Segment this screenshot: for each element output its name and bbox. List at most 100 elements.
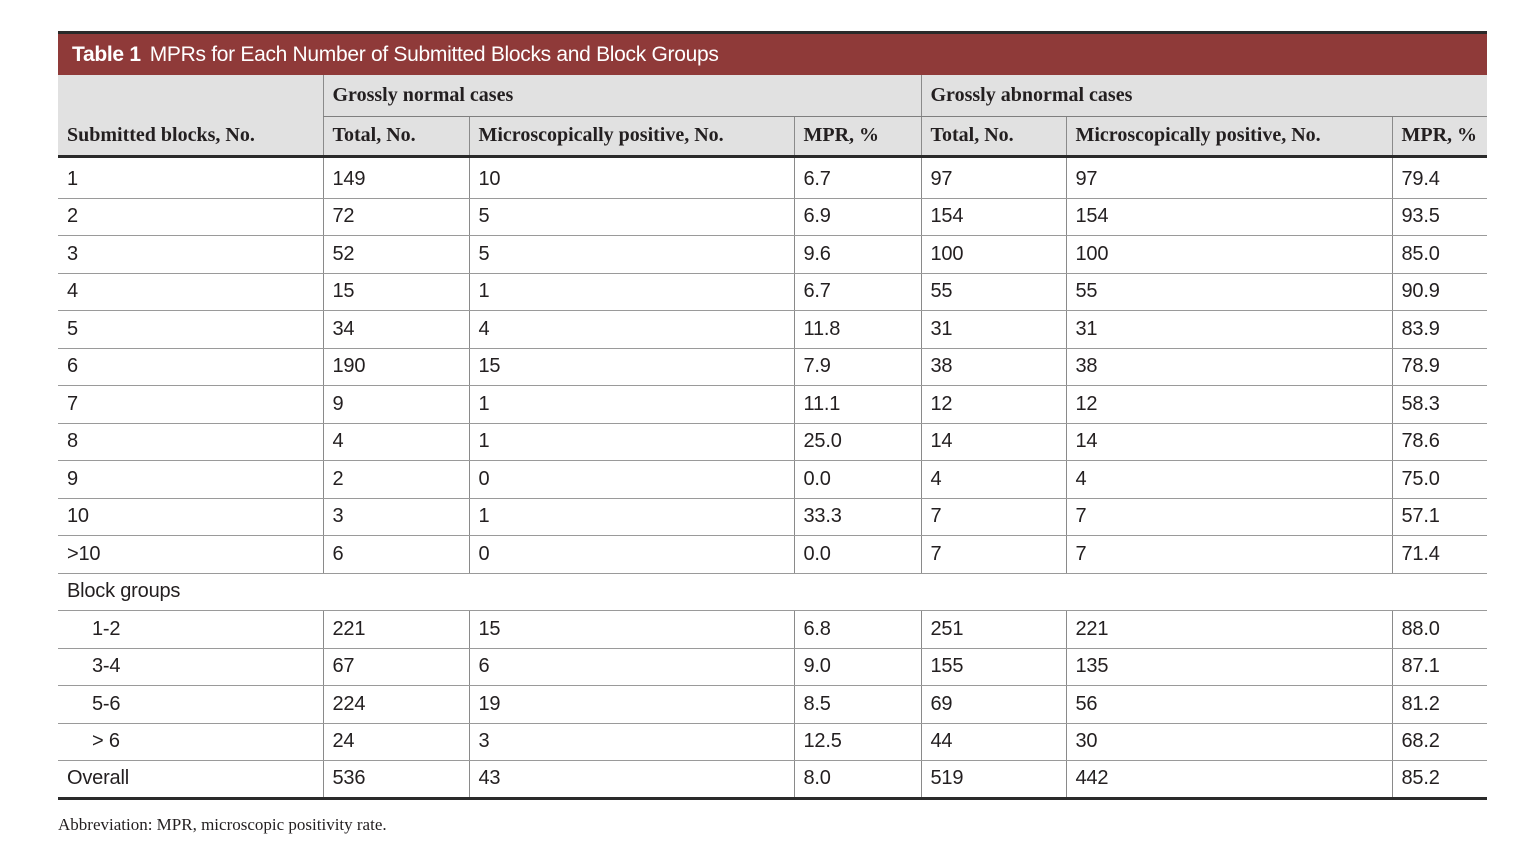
table-cell: 97 (1065, 156, 1392, 199)
table-cell: 154 (1065, 198, 1392, 236)
table-row: 1-2 221 15 6.8 251 221 88.0 (58, 610, 1487, 649)
row-label: 8 (58, 423, 323, 461)
table-cell: 55 (1065, 273, 1392, 311)
table-cell: 34 (322, 310, 469, 349)
table-cell: 9 (322, 385, 469, 424)
table-cell: 9.0 (793, 648, 921, 686)
table-cell: 12 (920, 385, 1066, 424)
table-cell: 0 (468, 535, 794, 574)
table-label: Table 1 (72, 42, 141, 66)
table-cell: 85.0 (1391, 235, 1487, 274)
table-cell: 2 (322, 460, 469, 499)
column-header: Microscopically positive, No. (1065, 115, 1392, 158)
table-row: >10 6 0 0.0 7 7 71.4 (58, 535, 1487, 574)
table-cell: 7.9 (793, 348, 921, 386)
row-label: 5 (58, 310, 323, 349)
table-cell: 0.0 (793, 535, 921, 574)
table-row: 10 3 1 33.3 7 7 57.1 (58, 498, 1487, 536)
table-cell: 5 (468, 235, 794, 274)
table-cell: 81.2 (1391, 685, 1487, 724)
table-row: > 6 24 3 12.5 44 30 68.2 (58, 723, 1487, 761)
table-cell: 87.1 (1391, 648, 1487, 686)
column-header: MPR, % (1391, 115, 1487, 158)
table-cell: 8.0 (793, 760, 921, 800)
table-cell: 30 (1065, 723, 1392, 761)
row-label: >10 (58, 535, 323, 574)
table-cell: 5 (468, 198, 794, 236)
table-cell: 33.3 (793, 498, 921, 536)
table-cell: 1 (468, 498, 794, 536)
row-label: 2 (58, 198, 323, 236)
table-cell: 67 (322, 648, 469, 686)
table-cell: 69 (920, 685, 1066, 724)
table-row: 6 190 15 7.9 38 38 78.9 (58, 348, 1487, 386)
table-cell: 12.5 (793, 723, 921, 761)
table-cell: 1 (468, 385, 794, 424)
table-cell: 6.9 (793, 198, 921, 236)
table-cell: 6 (322, 535, 469, 574)
table-cell: 14 (920, 423, 1066, 461)
table-cell: 6.7 (793, 156, 921, 199)
table-row: 5-6 224 19 8.5 69 56 81.2 (58, 685, 1487, 724)
table-row: 4 15 1 6.7 55 55 90.9 (58, 273, 1487, 311)
table-cell: 4 (322, 423, 469, 461)
row-label: 1-2 (58, 610, 323, 649)
table-cell: 6 (468, 648, 794, 686)
table-cell: 100 (1065, 235, 1392, 274)
row-label: > 6 (58, 723, 323, 761)
table-cell: 68.2 (1391, 723, 1487, 761)
table-cell: 224 (322, 685, 469, 724)
table-cell: 536 (322, 760, 469, 800)
table-cell: 221 (1065, 610, 1392, 649)
table-cell: 15 (468, 348, 794, 386)
table-cell: 0 (468, 460, 794, 499)
table-cell: 6.8 (793, 610, 921, 649)
table-cell: 15 (468, 610, 794, 649)
table-row: 3 52 5 9.6 100 100 85.0 (58, 235, 1487, 274)
row-label: 1 (58, 156, 323, 199)
table-cell: 9.6 (793, 235, 921, 274)
table-cell: 85.2 (1391, 760, 1487, 800)
row-label: 5-6 (58, 685, 323, 724)
row-label: 10 (58, 498, 323, 536)
table-cell: 38 (1065, 348, 1392, 386)
table-body: 1 149 10 6.7 97 97 79.4 2 72 5 6.9 154 154 93.5 3 52 5 9.… (58, 156, 1487, 800)
table-cell: 78.9 (1391, 348, 1487, 386)
table-cell: 4 (920, 460, 1066, 499)
group-header-normal: Grossly normal cases (322, 75, 921, 117)
table-cell: 7 (920, 498, 1066, 536)
table-cell: 11.1 (793, 385, 921, 424)
table-cell: 57.1 (1391, 498, 1487, 536)
table-cell: 14 (1065, 423, 1392, 461)
table-cell: 7 (1065, 498, 1392, 536)
table-cell: 1 (468, 273, 794, 311)
row-label: 6 (58, 348, 323, 386)
table-cell: 7 (920, 535, 1066, 574)
table-row: 8 4 1 25.0 14 14 78.6 (58, 423, 1487, 461)
row-label: 3 (58, 235, 323, 274)
table-cell: 97 (920, 156, 1066, 199)
table-cell: 79.4 (1391, 156, 1487, 199)
table-top-rule (58, 31, 1487, 34)
table-footnote: Abbreviation: MPR, microscopic positivit… (58, 815, 387, 834)
table-cell: 72 (322, 198, 469, 236)
column-header: Total, No. (322, 115, 469, 158)
table-cell: 93.5 (1391, 198, 1487, 236)
table-cell: 10 (468, 156, 794, 199)
table-cell: 71.4 (1391, 535, 1487, 574)
table-row: 1 149 10 6.7 97 97 79.4 (58, 156, 1487, 199)
table-cell: 43 (468, 760, 794, 800)
column-header: Total, No. (920, 115, 1066, 158)
data-table: Submitted blocks, No. Grossly normal cas… (58, 75, 1487, 800)
table-cell: 52 (322, 235, 469, 274)
table-cell: 154 (920, 198, 1066, 236)
table-row: 3-4 67 6 9.0 155 135 87.1 (58, 648, 1487, 686)
row-label: Overall (58, 760, 323, 800)
table-cell: 190 (322, 348, 469, 386)
table-cell: 55 (920, 273, 1066, 311)
row-label: 3-4 (58, 648, 323, 686)
table-row: 5 34 4 11.8 31 31 83.9 (58, 310, 1487, 349)
table-cell: 78.6 (1391, 423, 1487, 461)
table-cell: 56 (1065, 685, 1392, 724)
table-cell: 83.9 (1391, 310, 1487, 349)
